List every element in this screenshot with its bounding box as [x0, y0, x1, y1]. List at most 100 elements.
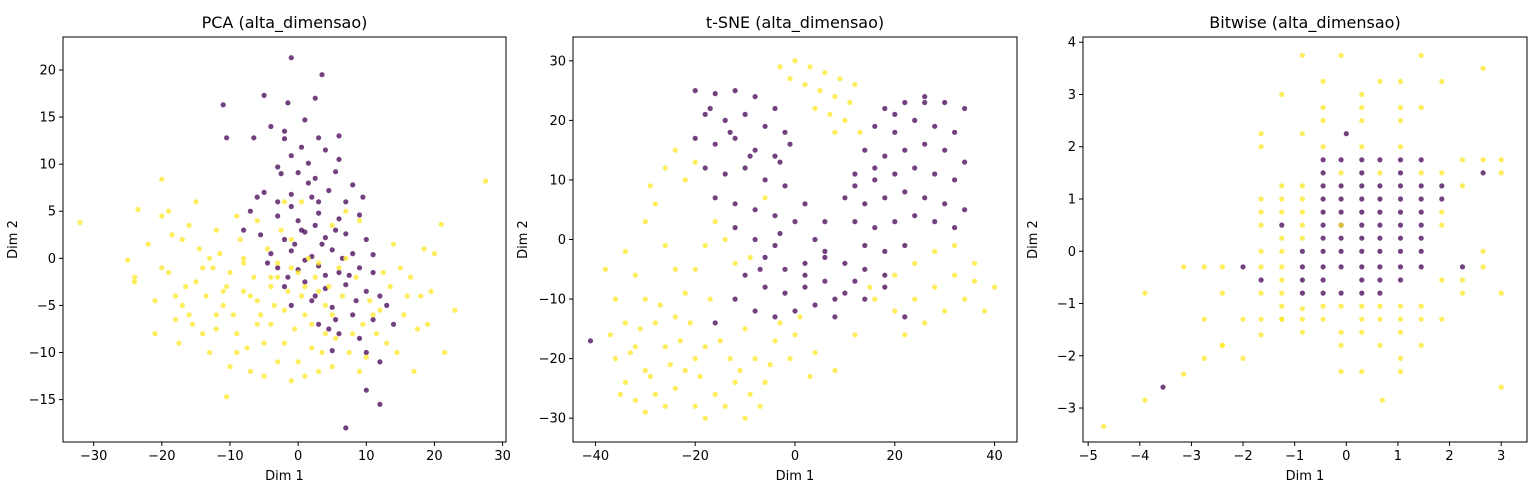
- data-point: [251, 135, 257, 141]
- data-point: [1480, 157, 1486, 163]
- data-point: [677, 338, 683, 344]
- data-point: [200, 265, 206, 271]
- data-point: [316, 210, 322, 216]
- data-point: [1181, 371, 1187, 377]
- data-point: [962, 296, 968, 302]
- data-point: [1439, 170, 1445, 176]
- data-point: [316, 288, 322, 294]
- data-point: [1439, 78, 1445, 84]
- data-point: [360, 194, 366, 200]
- series-1: [1160, 131, 1486, 390]
- data-point: [275, 199, 281, 205]
- data-point: [1299, 196, 1305, 202]
- data-point: [360, 321, 366, 327]
- data-point: [442, 349, 448, 356]
- data-point: [322, 235, 328, 241]
- data-point: [902, 332, 908, 338]
- data-point: [1279, 196, 1285, 202]
- data-point: [757, 266, 763, 272]
- data-point: [857, 129, 863, 135]
- data-point: [1279, 235, 1285, 241]
- data-point: [1459, 157, 1466, 163]
- data-point: [1359, 118, 1365, 124]
- data-point: [339, 293, 345, 299]
- data-point: [1101, 423, 1107, 429]
- data-point: [782, 290, 788, 296]
- data-point: [370, 317, 376, 323]
- data-point: [247, 293, 253, 299]
- data-point: [1240, 355, 1246, 361]
- data-point: [642, 367, 648, 374]
- data-point: [802, 82, 808, 88]
- chart-title: t-SNE (alta_dimensao): [706, 13, 884, 33]
- data-point: [1397, 144, 1404, 150]
- data-point: [268, 251, 274, 257]
- data-point: [333, 169, 339, 175]
- data-point: [1338, 209, 1344, 215]
- data-point: [431, 251, 437, 257]
- y-axis-label: Dim 2: [516, 220, 531, 259]
- data-point: [787, 76, 793, 82]
- data-point: [792, 332, 798, 338]
- data-point: [952, 129, 958, 135]
- plot-frame: [572, 36, 1018, 443]
- data-point: [742, 326, 748, 332]
- data-point: [275, 260, 281, 266]
- data-point: [377, 293, 383, 299]
- data-point: [377, 359, 383, 365]
- data-point: [702, 111, 708, 117]
- data-point: [1359, 196, 1365, 202]
- data-point: [692, 356, 698, 362]
- data-point: [1418, 264, 1424, 270]
- data-point: [707, 105, 713, 112]
- data-point: [952, 242, 958, 249]
- data-point: [617, 391, 624, 397]
- data-point: [862, 266, 868, 272]
- data-point: [642, 409, 648, 415]
- data-point: [1338, 222, 1344, 228]
- data-point: [792, 308, 798, 314]
- data-point: [309, 321, 315, 327]
- data-point: [1418, 303, 1424, 309]
- data-point: [292, 326, 298, 332]
- data-point: [384, 302, 390, 308]
- data-point: [356, 265, 363, 271]
- data-point: [206, 349, 213, 356]
- data-point: [213, 326, 219, 332]
- data-point: [892, 111, 898, 117]
- y-tick-label: −5: [37, 299, 56, 314]
- data-point: [1279, 303, 1285, 309]
- data-point: [230, 312, 236, 318]
- data-point: [622, 379, 629, 385]
- data-point: [414, 326, 420, 332]
- data-point: [732, 296, 738, 302]
- data-point: [602, 266, 609, 272]
- series-2: [1101, 52, 1504, 429]
- data-point: [336, 216, 342, 222]
- data-point: [892, 171, 898, 177]
- data-point: [612, 356, 619, 362]
- data-point: [261, 189, 267, 195]
- data-point: [1240, 316, 1246, 322]
- data-point: [932, 284, 938, 290]
- data-point: [832, 314, 838, 320]
- data-point: [942, 308, 948, 314]
- data-point: [1338, 329, 1344, 335]
- data-point: [1397, 329, 1404, 335]
- data-point: [1320, 303, 1326, 309]
- data-point: [662, 242, 668, 249]
- data-point: [652, 320, 658, 326]
- data-point: [1377, 183, 1383, 189]
- data-point: [1359, 235, 1365, 241]
- data-point: [662, 403, 668, 409]
- data-point: [862, 201, 868, 207]
- data-point: [329, 312, 335, 318]
- data-point: [862, 296, 868, 302]
- plot-frame: [62, 36, 507, 443]
- data-point: [1279, 290, 1285, 296]
- data-point: [702, 242, 708, 249]
- y-tick-label: 1: [1068, 193, 1076, 208]
- data-point: [722, 236, 728, 243]
- data-point: [329, 364, 335, 370]
